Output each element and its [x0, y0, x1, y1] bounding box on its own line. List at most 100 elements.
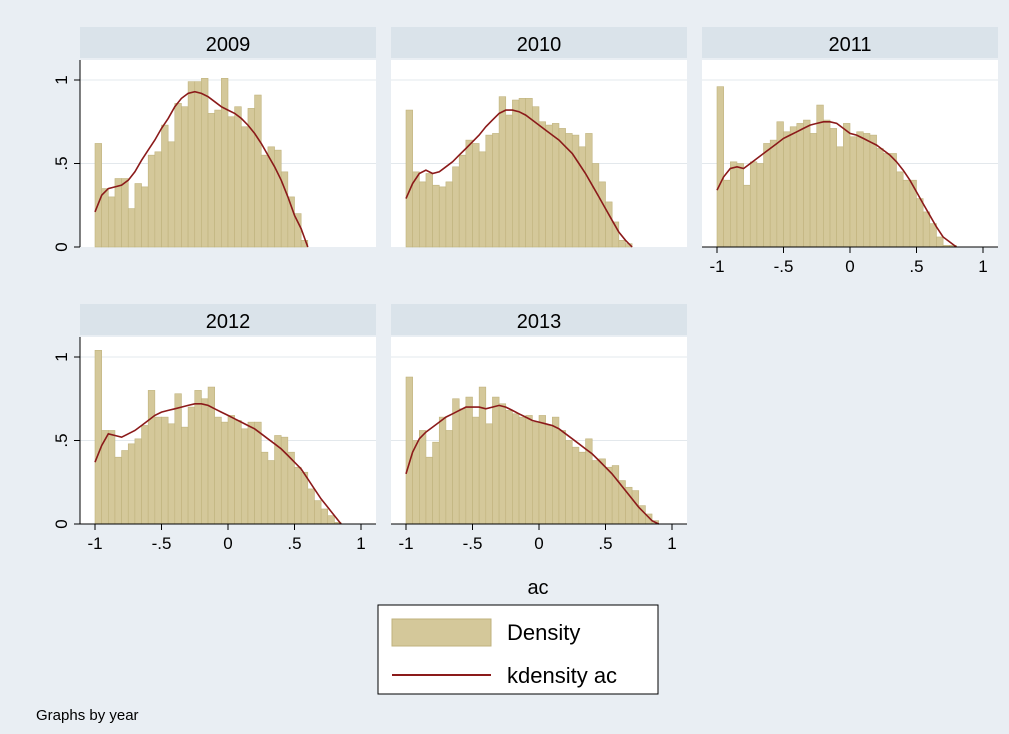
histogram-bar: [227, 415, 235, 525]
histogram-bar: [823, 119, 831, 248]
histogram-bar: [314, 500, 322, 525]
panel-strip: [80, 304, 376, 335]
histogram-bar: [558, 430, 566, 525]
histogram-bar: [114, 456, 122, 525]
histogram-bar: [294, 466, 302, 525]
histogram-bar: [127, 208, 136, 248]
histogram-bar: [147, 154, 156, 248]
x-tick-label: -1: [709, 257, 724, 276]
histogram-bar: [551, 416, 560, 525]
histogram-bar: [320, 508, 329, 525]
histogram-bar: [922, 211, 931, 248]
histogram-bar: [194, 81, 202, 248]
histogram-bar: [300, 240, 309, 248]
histogram-bar: [729, 161, 738, 248]
histogram-bar: [578, 146, 586, 248]
y-tick-label: .5: [52, 156, 71, 170]
histogram-bar: [418, 181, 427, 248]
x-tick-label: -1: [87, 534, 102, 553]
histogram-bar: [227, 116, 235, 248]
kdensity-line: [405, 404, 660, 525]
x-tick-label: 1: [356, 534, 365, 553]
histogram-bar: [763, 143, 771, 248]
histogram-bar: [498, 403, 507, 525]
histogram-bar: [492, 133, 500, 248]
histogram-bar: [836, 146, 844, 248]
histogram-bar: [287, 451, 295, 525]
x-tick-label: 1: [667, 534, 676, 553]
histogram-bar: [445, 181, 453, 248]
histogram-bar: [605, 466, 613, 525]
histogram-bar: [167, 423, 176, 525]
histogram-bar: [472, 143, 480, 248]
x-tick-label: -.5: [152, 534, 172, 553]
histogram-bar: [743, 184, 751, 248]
histogram-bar: [492, 396, 500, 525]
histogram-bar: [849, 136, 857, 248]
histogram-bar: [187, 406, 196, 525]
legend: Density kdensity ac: [377, 604, 659, 695]
y-tick-label: 0: [52, 519, 71, 528]
y-tick-label: 0: [52, 242, 71, 251]
histogram-bar: [591, 460, 600, 525]
histogram-bar: [936, 236, 944, 248]
histogram-bar: [518, 416, 526, 525]
histogram-bar: [121, 450, 129, 525]
histogram-bar: [221, 421, 229, 525]
histogram-bar: [605, 201, 613, 248]
y-tick-label: 1: [52, 75, 71, 84]
panel-title: 2013: [517, 311, 562, 333]
histogram-bar: [307, 488, 315, 525]
histogram-bar: [723, 179, 731, 248]
histogram-bar: [736, 163, 744, 248]
x-tick-label: .5: [287, 534, 301, 553]
kdensity-line: [716, 121, 957, 248]
histogram-bar: [485, 134, 493, 248]
histogram-bar: [769, 139, 778, 248]
histogram-bar: [234, 106, 242, 248]
histogram-bar: [571, 134, 580, 248]
histogram-bar: [167, 141, 176, 248]
histogram-bar: [538, 121, 546, 248]
histogram-bar: [472, 416, 480, 525]
histogram-bar: [445, 430, 453, 525]
histogram-bar: [300, 471, 309, 525]
histogram-bar: [929, 223, 937, 248]
histogram-bar: [425, 456, 433, 525]
panel-2012: 2012 0 .5 1 -1 -.5 0 .5 1: [52, 304, 376, 553]
histogram-bar: [896, 171, 904, 248]
histogram-bar: [618, 240, 626, 248]
histogram-bar: [803, 119, 811, 248]
histogram-bar: [876, 148, 884, 248]
histogram-bar: [181, 106, 189, 248]
histogram-bar: [247, 421, 255, 525]
histogram-bar: [221, 78, 229, 248]
x-tick-label: 0: [534, 534, 543, 553]
histogram-bar: [187, 81, 196, 248]
x-tick-label: 1: [978, 257, 987, 276]
histogram-bar: [201, 78, 209, 248]
x-tick-label: 0: [223, 534, 232, 553]
histogram-bar: [525, 98, 533, 248]
histogram-bar: [829, 128, 837, 248]
panel-title: 2010: [517, 34, 562, 56]
histogram-bar: [161, 416, 169, 525]
histogram-bar: [201, 398, 209, 525]
histogram-bar: [545, 425, 553, 525]
histogram-bar: [789, 126, 798, 248]
histogram-bar: [749, 161, 758, 248]
histogram-bar: [816, 104, 824, 248]
panel-2010: 2010: [391, 27, 687, 248]
legend-label-density: Density: [507, 620, 580, 645]
histogram-bar: [274, 149, 282, 248]
x-axis-title: ac: [527, 577, 548, 599]
histogram-bar: [260, 154, 269, 248]
histogram-bar: [796, 123, 804, 248]
x-tick-label: -.5: [463, 534, 483, 553]
histogram-bar: [465, 396, 473, 525]
histogram-bar: [241, 126, 249, 248]
histogram-bar: [174, 393, 182, 525]
histogram-bar: [551, 123, 560, 248]
histogram-bar: [578, 451, 586, 525]
